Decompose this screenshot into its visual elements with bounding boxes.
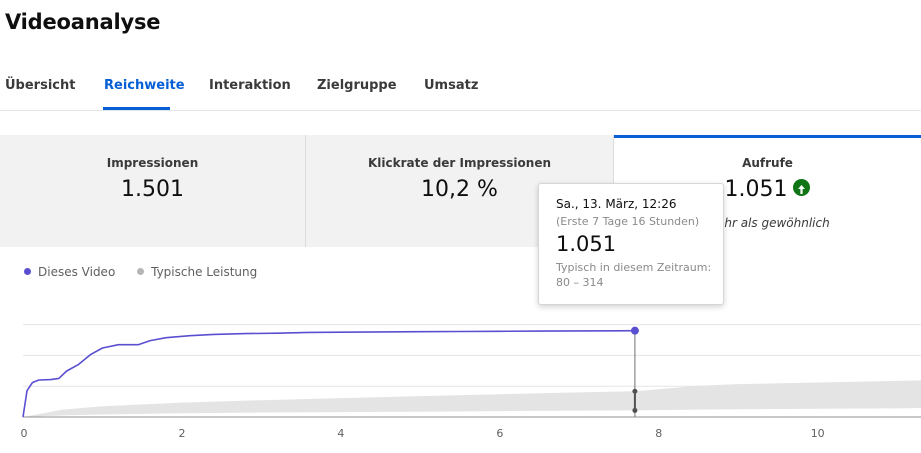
x-tick-label: 2 bbox=[178, 427, 185, 440]
tooltip-value: 1.051 bbox=[556, 232, 617, 256]
tooltip-date: Sa., 13. März, 12:26 bbox=[556, 197, 677, 211]
metric-value: 1.501 bbox=[121, 177, 184, 202]
x-tick-label: 6 bbox=[496, 427, 503, 440]
legend-dot-icon bbox=[24, 268, 31, 275]
metric-label: Impressionen bbox=[106, 156, 199, 170]
legend-label: Dieses Video bbox=[38, 265, 116, 279]
typical-low-marker bbox=[632, 407, 638, 413]
tab-engagement[interactable]: Interaktion bbox=[209, 78, 291, 93]
chart-legend: Dieses Video Typische Leistung bbox=[24, 265, 275, 279]
arrow-up-icon bbox=[793, 178, 811, 196]
x-tick-label: 4 bbox=[337, 427, 344, 440]
tooltip-typical-label: Typisch in diesem Zeitraum: bbox=[556, 261, 712, 274]
metric-card-impressions[interactable]: Impressionen 1.501 bbox=[0, 135, 305, 247]
tooltip-typical-range: 80 – 314 bbox=[556, 276, 604, 289]
tab-overview[interactable]: Übersicht bbox=[5, 78, 76, 93]
tab-audience[interactable]: Zielgruppe bbox=[317, 78, 397, 93]
tab-reach[interactable]: Reichweite bbox=[104, 78, 185, 93]
legend-item-typical[interactable]: Typische Leistung bbox=[137, 265, 257, 279]
legend-label: Typische Leistung bbox=[151, 265, 258, 279]
metric-cards: Impressionen 1.501 Klickrate der Impress… bbox=[0, 135, 921, 247]
data-point-marker bbox=[630, 326, 639, 335]
series-line-this-video bbox=[22, 329, 635, 418]
typical-performance-band bbox=[23, 380, 921, 417]
metric-value: 1.051 bbox=[724, 177, 788, 202]
tab-bar: Übersicht Reichweite Interaktion Zielgru… bbox=[0, 68, 921, 111]
legend-dot-icon bbox=[137, 268, 145, 275]
metric-label: Klickrate der Impressionen bbox=[368, 156, 551, 170]
tooltip-subtitle: (Erste 7 Tage 16 Stunden) bbox=[556, 215, 700, 228]
metric-note: mehr als gewöhnlich bbox=[705, 216, 830, 230]
legend-item-this-video[interactable]: Dieses Video bbox=[24, 265, 115, 279]
card-divider bbox=[305, 135, 306, 247]
views-chart[interactable]: 0 2 4 6 8 10 bbox=[0, 290, 921, 453]
active-tab-indicator bbox=[103, 107, 170, 110]
metric-value: 10,2 % bbox=[421, 177, 498, 202]
metric-label: Aufrufe bbox=[742, 156, 793, 170]
x-tick-label: 8 bbox=[655, 427, 662, 440]
tooltip-typical: Typisch in diesem Zeitraum: 80 – 314 bbox=[556, 260, 723, 290]
page-title: Videoanalyse bbox=[5, 10, 161, 34]
x-tick-label: 0 bbox=[21, 427, 28, 440]
chart-tooltip: Sa., 13. März, 12:26 (Erste 7 Tage 16 St… bbox=[538, 183, 724, 305]
tab-revenue[interactable]: Umsatz bbox=[424, 78, 479, 93]
metric-value-row: 1.051 bbox=[614, 177, 921, 202]
typical-high-marker bbox=[632, 388, 638, 394]
x-tick-label: 10 bbox=[811, 427, 825, 440]
